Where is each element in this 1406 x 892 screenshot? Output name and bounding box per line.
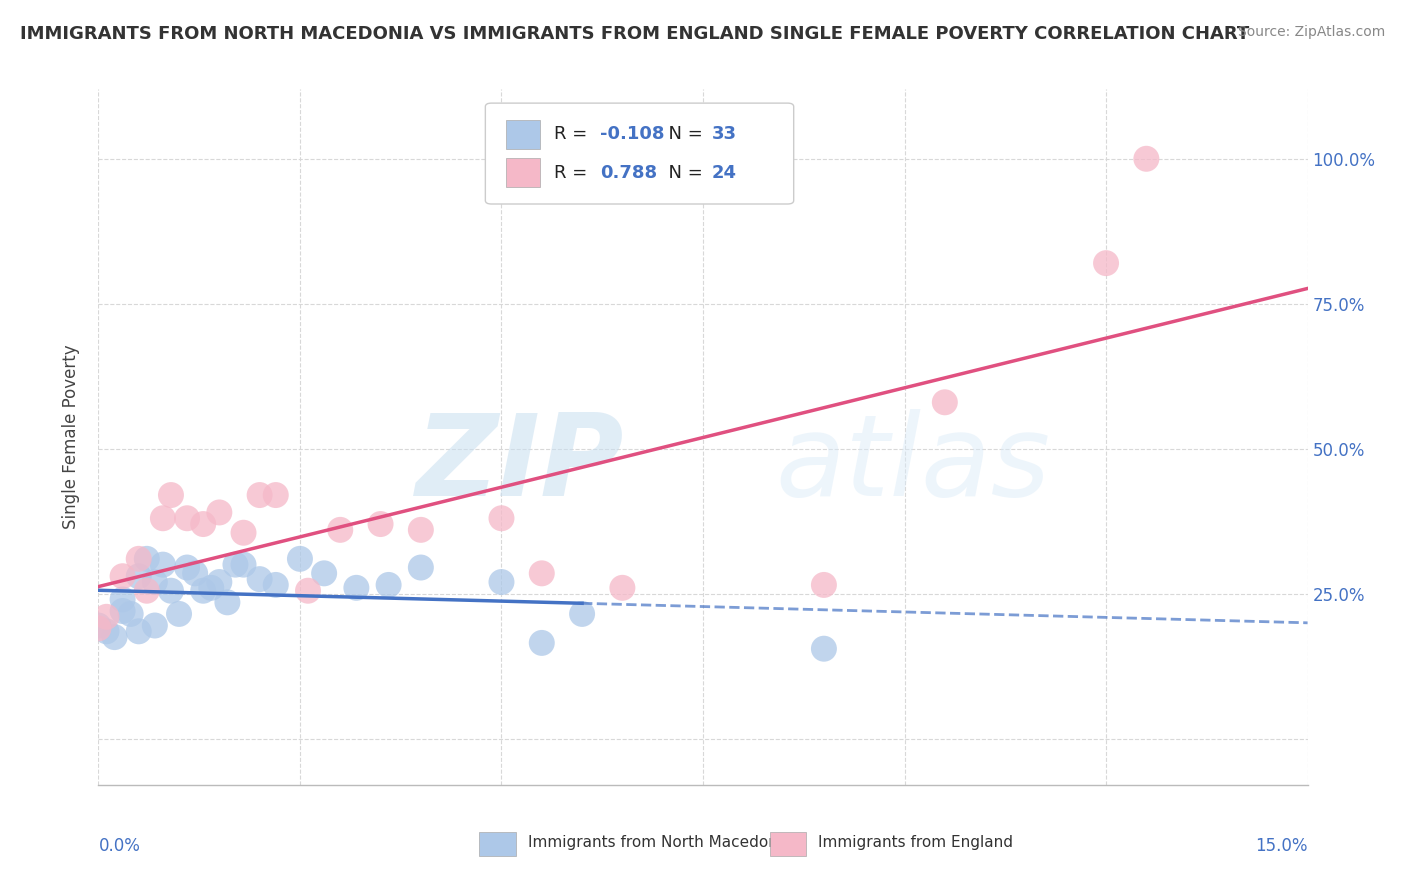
- Point: [491, 574, 513, 589]
- Point: [128, 569, 150, 583]
- Point: [1095, 256, 1118, 270]
- Point: [176, 511, 198, 525]
- Point: [217, 595, 239, 609]
- Point: [152, 511, 174, 525]
- Point: [370, 516, 392, 531]
- Text: -0.108: -0.108: [600, 126, 665, 144]
- Text: Source: ZipAtlas.com: Source: ZipAtlas.com: [1237, 25, 1385, 39]
- Point: [152, 558, 174, 572]
- Point: [111, 569, 134, 583]
- Point: [288, 551, 311, 566]
- Point: [96, 610, 118, 624]
- Point: [176, 560, 198, 574]
- Point: [934, 395, 956, 409]
- Point: [530, 636, 553, 650]
- Point: [409, 523, 432, 537]
- Point: [103, 630, 125, 644]
- Text: N =: N =: [657, 164, 709, 182]
- Point: [491, 511, 513, 525]
- Point: [264, 488, 287, 502]
- Point: [409, 560, 432, 574]
- Point: [143, 574, 166, 589]
- Point: [530, 566, 553, 581]
- Point: [813, 578, 835, 592]
- Point: [232, 558, 254, 572]
- Point: [1135, 152, 1157, 166]
- Point: [344, 581, 367, 595]
- Point: [128, 551, 150, 566]
- Text: R =: R =: [554, 164, 593, 182]
- Text: N =: N =: [657, 126, 709, 144]
- Text: 0.0%: 0.0%: [98, 837, 141, 855]
- Text: 33: 33: [711, 126, 737, 144]
- FancyBboxPatch shape: [506, 120, 540, 149]
- Point: [249, 488, 271, 502]
- Y-axis label: Single Female Poverty: Single Female Poverty: [62, 345, 80, 529]
- Point: [160, 488, 183, 502]
- Text: R =: R =: [554, 126, 593, 144]
- Point: [314, 566, 336, 581]
- Point: [184, 566, 207, 581]
- Point: [111, 604, 134, 618]
- Point: [377, 578, 399, 592]
- Point: [193, 583, 215, 598]
- Point: [87, 621, 110, 635]
- Point: [167, 607, 190, 621]
- Point: [264, 578, 287, 592]
- FancyBboxPatch shape: [769, 832, 806, 856]
- FancyBboxPatch shape: [506, 158, 540, 187]
- Point: [200, 581, 222, 595]
- Point: [224, 558, 246, 572]
- Point: [143, 618, 166, 632]
- Point: [87, 618, 110, 632]
- Point: [571, 607, 593, 621]
- Point: [135, 583, 157, 598]
- Point: [208, 574, 231, 589]
- Point: [612, 581, 634, 595]
- Point: [96, 624, 118, 639]
- Point: [813, 641, 835, 656]
- Point: [232, 525, 254, 540]
- Point: [193, 516, 215, 531]
- Text: 0.788: 0.788: [600, 164, 658, 182]
- Point: [160, 583, 183, 598]
- Point: [249, 572, 271, 586]
- Text: 15.0%: 15.0%: [1256, 837, 1308, 855]
- Text: 24: 24: [711, 164, 737, 182]
- Point: [128, 624, 150, 639]
- Text: Immigrants from North Macedonia: Immigrants from North Macedonia: [527, 835, 792, 850]
- Point: [135, 551, 157, 566]
- Text: Immigrants from England: Immigrants from England: [818, 835, 1012, 850]
- Text: IMMIGRANTS FROM NORTH MACEDONIA VS IMMIGRANTS FROM ENGLAND SINGLE FEMALE POVERTY: IMMIGRANTS FROM NORTH MACEDONIA VS IMMIG…: [20, 25, 1249, 43]
- FancyBboxPatch shape: [479, 832, 516, 856]
- Point: [329, 523, 352, 537]
- Text: ZIP: ZIP: [416, 409, 624, 520]
- Point: [111, 592, 134, 607]
- Point: [297, 583, 319, 598]
- Point: [120, 607, 142, 621]
- Point: [208, 505, 231, 519]
- FancyBboxPatch shape: [485, 103, 793, 204]
- Text: atlas: atlas: [776, 409, 1050, 520]
